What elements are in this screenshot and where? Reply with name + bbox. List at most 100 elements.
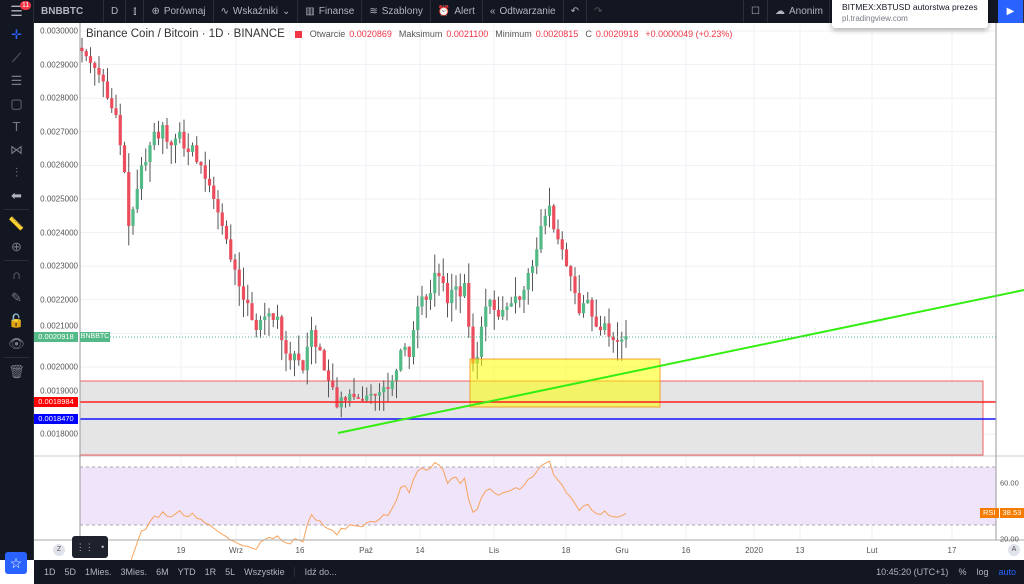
- trendline-tool-icon[interactable]: ⟋: [11, 49, 22, 65]
- candle: [407, 346, 411, 370]
- trash-icon[interactable]: 🗑: [8, 363, 25, 379]
- eye-icon[interactable]: 👁: [8, 335, 25, 351]
- red-line-price-tag: 0.0018984: [34, 397, 78, 407]
- financials-button[interactable]: ▥ Finanse: [298, 0, 363, 23]
- candle-body: [88, 56, 93, 63]
- range-5y[interactable]: 5L: [225, 567, 236, 577]
- candle-body: [144, 162, 148, 166]
- redo-button[interactable]: ↷: [587, 0, 609, 23]
- floating-drawing-toolbar[interactable]: ⋮⋮ •: [72, 536, 108, 558]
- range-6m[interactable]: 6M: [156, 567, 169, 577]
- menu-button[interactable]: ☰ 11: [0, 0, 34, 23]
- candle-body: [564, 249, 569, 267]
- top-toolbar: ☰ 11 BNBBTC D ⫾ ⊕ Porównaj ∿ Wskaźniki ⌄ ▥ Fi…: [0, 0, 1024, 23]
- candle: [382, 380, 386, 411]
- candle-body: [403, 346, 407, 351]
- indicators-button[interactable]: ∿ Wskaźniki ⌄: [214, 0, 299, 23]
- candle: [314, 325, 318, 364]
- candle-body: [263, 316, 267, 320]
- candle: [271, 313, 275, 328]
- trendline[interactable]: [337, 289, 1024, 434]
- interval-button[interactable]: D: [104, 0, 127, 23]
- crosshair-icon[interactable]: ✛: [11, 26, 22, 42]
- range-1d[interactable]: 1D: [44, 567, 56, 577]
- candle: [352, 377, 356, 400]
- prediction-tool-icon[interactable]: ⫶: [14, 164, 19, 180]
- candle: [110, 88, 114, 114]
- candle: [305, 332, 309, 385]
- candle: [250, 291, 254, 321]
- lock-drawing-icon[interactable]: ✎: [11, 289, 22, 305]
- text-tool-icon[interactable]: T: [12, 119, 21, 134]
- price-tick-label: 0.0026000: [40, 160, 78, 170]
- pattern-tool-icon[interactable]: ⋈: [10, 141, 23, 157]
- candle-body: [450, 289, 454, 304]
- magnet-icon[interactable]: ∩: [11, 267, 22, 282]
- chart-type-button[interactable]: ⫾: [126, 0, 145, 23]
- log-toggle[interactable]: log: [976, 567, 989, 577]
- chevron-down-icon[interactable]: ⌄: [281, 6, 291, 17]
- candle-body: [382, 387, 386, 393]
- goto-date-button[interactable]: Idź do...: [293, 567, 337, 577]
- candle-body: [203, 165, 207, 179]
- candle-body: [547, 205, 552, 216]
- zoom-in-icon[interactable]: ⊕: [11, 238, 22, 254]
- ruler-icon[interactable]: 📏: [8, 215, 25, 231]
- candle-body: [246, 299, 250, 304]
- candle: [212, 176, 216, 209]
- time-tick-label: 2020: [745, 546, 763, 555]
- candle-body: [586, 299, 590, 304]
- templates-button[interactable]: ≋ Szablony: [362, 0, 431, 23]
- publish-button[interactable]: ▶: [998, 0, 1024, 23]
- candle: [207, 159, 212, 193]
- percent-toggle[interactable]: %: [958, 567, 967, 577]
- fib-tool-icon[interactable]: ☰: [10, 72, 23, 88]
- candle: [348, 389, 352, 407]
- candle-body: [241, 286, 246, 300]
- rectangle-tool-icon[interactable]: ▢: [10, 95, 23, 111]
- flag-icon[interactable]: [294, 30, 302, 38]
- clock[interactable]: 10:45:20 (UTC+1): [876, 567, 949, 577]
- auto-toggle[interactable]: auto: [998, 567, 1016, 577]
- auto-scale-button[interactable]: A: [1008, 544, 1020, 556]
- unlock-icon[interactable]: 🔓: [8, 312, 25, 328]
- candle-body: [526, 272, 530, 290]
- candle-body: [454, 286, 458, 290]
- range-1y[interactable]: 1R: [204, 567, 217, 577]
- popup-url: pl.tradingview.com: [842, 14, 908, 23]
- candle: [118, 103, 122, 156]
- range-5d[interactable]: 5D: [64, 567, 77, 577]
- watchlist-star-button[interactable]: ☆: [5, 552, 27, 574]
- undo-button[interactable]: ↶: [564, 0, 587, 23]
- range-3m[interactable]: 3Mies.: [120, 567, 148, 577]
- candle: [97, 56, 101, 83]
- notification-popup[interactable]: BITMEX:XBTUSD autorstwa prezes... pl.tra…: [832, 0, 988, 28]
- candle-body: [271, 313, 275, 320]
- fullscreen-button[interactable]: ☐: [743, 0, 768, 23]
- undo-icon: ↶: [570, 6, 579, 17]
- replay-button[interactable]: «Odtwarzanie: [483, 0, 564, 23]
- compare-button[interactable]: ⊕ Porównaj: [144, 0, 214, 23]
- scroll-left-button[interactable]: Z: [53, 544, 65, 556]
- back-arrow-icon[interactable]: ⬅: [11, 187, 22, 203]
- candle-body: [237, 269, 241, 287]
- candle: [182, 119, 186, 157]
- candle-body: [326, 370, 331, 381]
- price-tick-label: 0.0025000: [40, 194, 78, 204]
- candle: [195, 136, 199, 164]
- candle-body: [539, 225, 543, 250]
- range-ytd[interactable]: YTD: [177, 567, 196, 577]
- range-1m[interactable]: 1Mies.: [85, 567, 112, 577]
- time-tick-label: 16: [681, 546, 691, 555]
- drawing-toolbar: ✛ ⟋ ☰ ▢ T ⋈ ⫶ ⬅ 📏 ⊕ ∩ ✎ 🔓 👁 🗑: [0, 23, 34, 560]
- save-button[interactable]: ☁ Anonim: [768, 0, 830, 23]
- drag-handle-icon[interactable]: ⋮⋮: [75, 541, 94, 552]
- symbol-search[interactable]: BNBBTC: [34, 0, 104, 23]
- candle: [169, 140, 173, 164]
- candle-body: [250, 303, 254, 320]
- candle: [586, 291, 590, 304]
- alert-button[interactable]: ⏰ Alert: [431, 0, 483, 23]
- range-all[interactable]: Wszystkie: [244, 567, 285, 577]
- candle: [101, 68, 105, 98]
